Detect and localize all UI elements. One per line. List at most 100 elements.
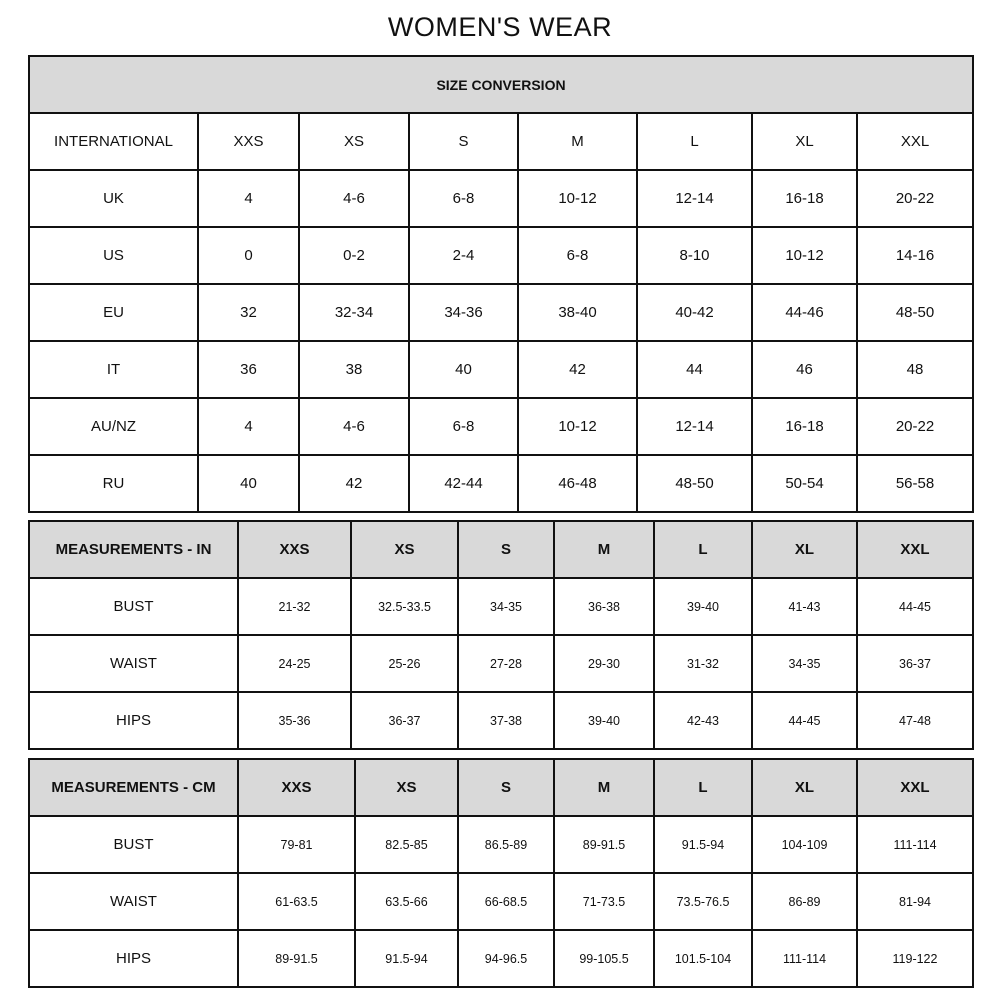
table-row: AU/NZ 4 4-6 6-8 10-12 12-14 16-18 20-22 (28, 397, 975, 456)
table-cell: 46 (751, 340, 858, 399)
table-cell: 38-40 (517, 283, 638, 342)
row-label: RU (28, 454, 199, 513)
table-cell: 2-4 (408, 226, 519, 285)
table-cell: 48-50 (855, 283, 975, 342)
table-cell: M (517, 112, 638, 171)
measurements-cm-table: MEASUREMENTS - CM XXS XS S M L XL XXL BUST 79-81 8… (28, 758, 974, 988)
row-label: UK (28, 169, 199, 228)
table-cell: 32-34 (298, 283, 410, 342)
size-header: XL (751, 758, 858, 817)
table-cell: 24-25 (237, 634, 352, 693)
table-cell: 16-18 (751, 397, 858, 456)
table-cell: 0 (197, 226, 300, 285)
table-cell: 89-91.5 (553, 815, 655, 874)
table-cell: 6-8 (517, 226, 638, 285)
table-cell: 39-40 (653, 577, 753, 636)
table-cell: 73.5-76.5 (653, 872, 753, 931)
row-label: IT (28, 340, 199, 399)
size-header: S (457, 520, 555, 579)
size-header: XXS (237, 758, 356, 817)
row-label: BUST (28, 577, 239, 636)
table-cell: 86-89 (751, 872, 858, 931)
table-cell: 20-22 (855, 169, 975, 228)
table-row: UK 4 4-6 6-8 10-12 12-14 16-18 20-22 (28, 169, 975, 228)
table-cell: 8-10 (636, 226, 753, 285)
table-cell: 42-43 (653, 691, 753, 750)
size-header: XL (751, 520, 858, 579)
table-cell: 46-48 (517, 454, 638, 513)
row-label: INTERNATIONAL (28, 112, 199, 171)
table-cell: 36-37 (856, 634, 974, 693)
table-cell: 39-40 (553, 691, 655, 750)
table-cell: 6-8 (408, 169, 519, 228)
table-cell: 40 (197, 454, 300, 513)
table-cell: 63.5-66 (354, 872, 459, 931)
table-cell: 41-43 (751, 577, 858, 636)
table-cell: 86.5-89 (457, 815, 555, 874)
table-row: HIPS 35-36 36-37 37-38 39-40 42-43 44-45 47-48 (28, 691, 974, 750)
table-cell: 104-109 (751, 815, 858, 874)
row-label: HIPS (28, 929, 239, 988)
table-cell: 44-45 (751, 691, 858, 750)
table-cell: 119-122 (856, 929, 974, 988)
table-cell: 34-35 (751, 634, 858, 693)
table-cell: 71-73.5 (553, 872, 655, 931)
table-cell: 111-114 (751, 929, 858, 988)
table-row: EU 32 32-34 34-36 38-40 40-42 44-46 48-50 (28, 283, 975, 342)
size-header: M (553, 758, 655, 817)
table-cell: 27-28 (457, 634, 555, 693)
size-header: S (457, 758, 555, 817)
table-cell: XXS (197, 112, 300, 171)
table-cell: 31-32 (653, 634, 753, 693)
table-cell: 25-26 (350, 634, 459, 693)
table-cell: 42 (298, 454, 410, 513)
table-cell: 79-81 (237, 815, 356, 874)
table-cell: 99-105.5 (553, 929, 655, 988)
table-cell: 66-68.5 (457, 872, 555, 931)
table-cell: 12-14 (636, 397, 753, 456)
table-cell: 40-42 (636, 283, 753, 342)
table-row: US 0 0-2 2-4 6-8 8-10 10-12 14-16 (28, 226, 975, 285)
measurements-in-table: MEASUREMENTS - IN XXS XS S M L XL XXL BUST 21-32 3… (28, 520, 974, 750)
table-row: WAIST 61-63.5 63.5-66 66-68.5 71-73.5 73.5-76… (28, 872, 974, 931)
table-cell: 0-2 (298, 226, 410, 285)
table-cell: 44-46 (751, 283, 858, 342)
size-header: XXS (237, 520, 352, 579)
size-conversion-table: SIZE CONVERSION INTERNATIONAL XXS XS S M L XL X… (27, 55, 975, 513)
table-cell: 38 (298, 340, 410, 399)
table-row: BUST 21-32 32.5-33.5 34-35 36-38 39-40 41-43 44… (28, 577, 974, 636)
table-cell: 40 (408, 340, 519, 399)
table-cell: 12-14 (636, 169, 753, 228)
size-header: L (653, 758, 753, 817)
header-row: MEASUREMENTS - CM XXS XS S M L XL XXL (28, 758, 974, 817)
table-cell: S (408, 112, 519, 171)
table-cell: 47-48 (856, 691, 974, 750)
table-cell: 91.5-94 (653, 815, 753, 874)
row-label: HIPS (28, 691, 239, 750)
table-cell: 42-44 (408, 454, 519, 513)
table-cell: 34-36 (408, 283, 519, 342)
table-cell: 82.5-85 (354, 815, 459, 874)
table-cell: 81-94 (856, 872, 974, 931)
table-cell: 44 (636, 340, 753, 399)
table-cell: 21-32 (237, 577, 352, 636)
table-cell: 89-91.5 (237, 929, 356, 988)
table-cell: 4 (197, 397, 300, 456)
size-header: XXL (856, 520, 974, 579)
table-cell: 4 (197, 169, 300, 228)
size-header: M (553, 520, 655, 579)
table-cell: 10-12 (517, 169, 638, 228)
table-cell: 6-8 (408, 397, 519, 456)
header-row: MEASUREMENTS - IN XXS XS S M L XL XXL (28, 520, 974, 579)
table-cell: 36-37 (350, 691, 459, 750)
table-cell: 32 (197, 283, 300, 342)
table-cell: 36-38 (553, 577, 655, 636)
size-header: XS (354, 758, 459, 817)
table-cell: 20-22 (855, 397, 975, 456)
table-cell: 29-30 (553, 634, 655, 693)
table-cell: 44-45 (856, 577, 974, 636)
table-cell: 4-6 (298, 169, 410, 228)
table-cell: 36 (197, 340, 300, 399)
table-cell: 91.5-94 (354, 929, 459, 988)
table-cell: 101.5-104 (653, 929, 753, 988)
